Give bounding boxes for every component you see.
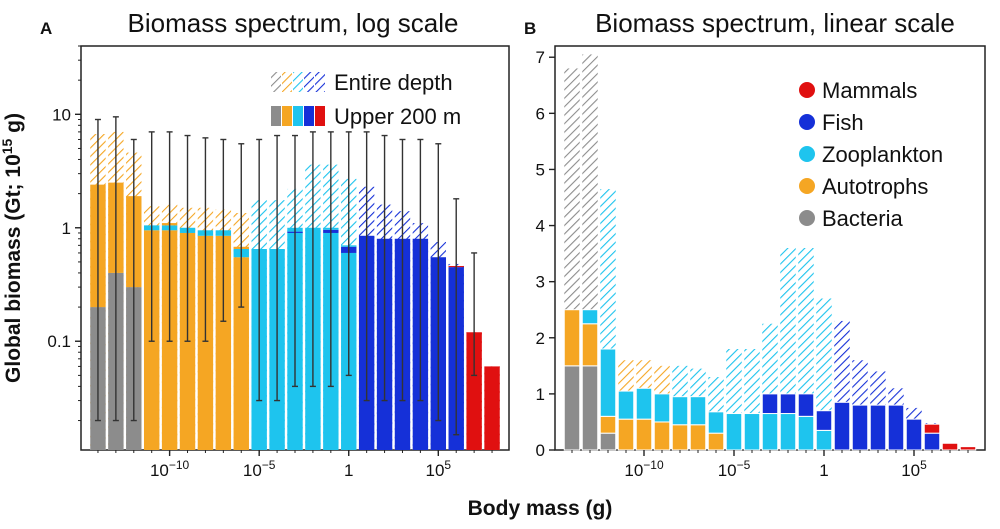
y-tick-label: 0 (536, 441, 545, 460)
y-tick-label: 1 (62, 219, 71, 238)
bar-segment-mammals (941, 442, 959, 451)
legend-label-autotrophs: Autotrophs (822, 174, 928, 199)
bar-segment-fish (905, 418, 923, 451)
panel-b-title: Biomass spectrum, linear scale (595, 8, 955, 38)
y-tick-label: 5 (536, 160, 545, 179)
bar-segment-autotrophs (197, 235, 214, 450)
bar-segment-autotrophs (707, 432, 725, 451)
legend-b: Mammals Fish Zooplankton Autotrophs Bacteria (799, 78, 943, 231)
bar-segment-autotrophs (599, 415, 617, 434)
x-tick-label: 1 (819, 461, 828, 480)
legend-entire-depth-label: Entire depth (334, 70, 453, 95)
panel-a-letter: A (40, 19, 52, 38)
y-tick-label: 4 (536, 217, 545, 236)
bar-segment-mammals (484, 366, 500, 450)
legend-dot-bacteria (799, 210, 815, 226)
bar-segment-autotrophs (653, 421, 671, 451)
bar-segment-fish (851, 404, 869, 451)
x-tick-label: 105 (425, 458, 451, 480)
legend-label-mammals: Mammals (822, 78, 917, 103)
legend-dot-mammals (799, 82, 815, 98)
bar-segment-fish (833, 401, 851, 451)
bar-segment-zooplankton (635, 387, 653, 420)
legend-swatch-upper-200m (315, 106, 325, 126)
bar-segment-autotrophs (215, 235, 232, 450)
x-tick-label: 10−10 (624, 458, 664, 480)
legend-swatch-entire-depth (271, 72, 281, 92)
legend-label-fish: Fish (822, 110, 864, 135)
legend-label-zooplankton: Zooplankton (822, 142, 943, 167)
y-tick-label: 1 (536, 385, 545, 404)
panel-b-plot: 0 1 2 3 4 5 6 7 10−10 10−5 1 105 (536, 48, 977, 480)
legend-label-bacteria: Bacteria (822, 206, 903, 231)
legend-dot-zooplankton (799, 146, 815, 162)
bar-segment-zooplankton (671, 396, 689, 426)
legend-dot-autotrophs (799, 178, 815, 194)
bar-segment-mammals (466, 332, 482, 450)
bar-segment-zooplankton (617, 390, 635, 420)
legend-dot-fish (799, 114, 815, 130)
y-tick-label: 0.1 (47, 332, 71, 351)
bar-segment-autotrophs (563, 309, 581, 367)
x-tick-label: 105 (901, 458, 927, 480)
legend-swatch-entire-depth (293, 72, 303, 92)
legend-swatch-entire-depth (304, 72, 314, 92)
legend-swatch-entire-depth (282, 72, 292, 92)
bar-segment-bacteria (581, 365, 599, 451)
y-tick-label: 2 (536, 329, 545, 348)
legend-swatch-upper-200m (293, 106, 303, 126)
legend-swatch-upper-200m (271, 106, 281, 126)
bar-segment-fish (779, 393, 797, 415)
bar-segment-fish (761, 393, 779, 415)
bar-segment-fish (815, 410, 833, 431)
legend-swatch-entire-depth (315, 72, 325, 92)
x-tick-label: 10−5 (243, 458, 276, 480)
bar-segment-zooplankton (599, 348, 617, 417)
bar-segment-fish (923, 432, 941, 451)
bar-segment-bacteria (599, 432, 617, 451)
panel-a-title: Biomass spectrum, log scale (128, 8, 459, 38)
y-tick-label: 7 (536, 48, 545, 67)
bar-segment-autotrophs (671, 424, 689, 451)
x-tick-label: 10−10 (150, 458, 190, 480)
panel-a-plot: 0.1 1 10 10−10 10−5 1 105 (47, 45, 500, 480)
bar-segment-zooplankton (779, 413, 797, 451)
bar-segment-zooplankton (797, 415, 815, 451)
bar-segment-zooplankton (707, 411, 725, 434)
bar-segment-autotrophs (581, 323, 599, 367)
bar-segment-autotrophs (617, 418, 635, 451)
x-tick-label: 1 (344, 461, 353, 480)
bar-segment-zooplankton (581, 309, 599, 325)
bar-segment-mammals (923, 423, 941, 434)
bar-segment-fish (887, 404, 905, 451)
legend-upper-200m-label: Upper 200 m (334, 104, 461, 129)
bar-segment-zooplankton (815, 429, 833, 451)
bar-segment-zooplankton (743, 413, 761, 451)
bar-segment-autotrophs (689, 424, 707, 451)
bar-segment-autotrophs (233, 257, 249, 450)
x-axis-label: Body mass (g) (468, 497, 613, 520)
bar-segment-autotrophs (635, 418, 653, 451)
y-axis-label: Global biomass (Gt; 1015 g) (0, 113, 25, 383)
bar-segment-zooplankton (653, 393, 671, 423)
y-tick-label: 3 (536, 273, 545, 292)
bar-segment-zooplankton (689, 396, 707, 426)
bar-segment-zooplankton (725, 413, 743, 451)
legend-a: Entire depth Upper 200 m (271, 70, 461, 129)
bar-segment-zooplankton (761, 413, 779, 451)
x-tick-label: 10−5 (718, 458, 751, 480)
y-tick-label: 10 (52, 105, 71, 124)
legend-swatch-upper-200m (304, 106, 314, 126)
bar-segment-fish (797, 393, 815, 417)
panel-b-letter: B (524, 19, 536, 38)
bar-segment-fish (869, 404, 887, 451)
legend-swatch-upper-200m (282, 106, 292, 126)
y-tick-label: 6 (536, 104, 545, 123)
bar-segment-mammals (959, 446, 977, 451)
bar-segment-bacteria (563, 365, 581, 451)
